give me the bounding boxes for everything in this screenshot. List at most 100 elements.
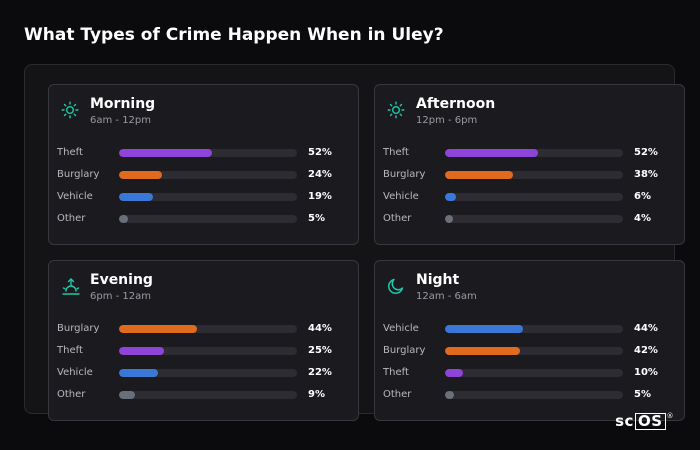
brand-logo: sc OS ® bbox=[615, 412, 674, 430]
bar-list: Theft 52% Burglary 24% Vehicle 19% Other 5% bbox=[57, 143, 347, 231]
value-label: 9% bbox=[308, 389, 325, 400]
bar-row: Vehicle 22% bbox=[57, 363, 347, 385]
page-title: What Types of Crime Happen When in Uley? bbox=[24, 25, 444, 45]
bar-row: Burglary 42% bbox=[383, 341, 673, 363]
bar-list: Vehicle 44% Burglary 42% Theft 10% Other 5% bbox=[383, 319, 673, 407]
bar-list: Burglary 44% Theft 25% Vehicle 22% Other 9% bbox=[57, 319, 347, 407]
bar-row: Vehicle 19% bbox=[57, 187, 347, 209]
bar bbox=[119, 149, 212, 157]
value-label: 52% bbox=[308, 147, 332, 158]
category-label: Theft bbox=[57, 345, 83, 356]
bar-row: Burglary 44% bbox=[57, 319, 347, 341]
bar-track bbox=[445, 369, 623, 377]
bar-row: Vehicle 44% bbox=[383, 319, 673, 341]
category-label: Theft bbox=[57, 147, 83, 158]
category-label: Burglary bbox=[57, 323, 100, 334]
bar-row: Other 5% bbox=[57, 209, 347, 231]
bar-row: Other 4% bbox=[383, 209, 673, 231]
bar-track bbox=[119, 149, 297, 157]
bar bbox=[445, 193, 456, 201]
bar bbox=[119, 347, 164, 355]
bar bbox=[119, 325, 198, 333]
card-night: Night 12am - 6am Vehicle 44% Burglary 42% Th… bbox=[374, 260, 685, 421]
bar bbox=[119, 215, 128, 223]
bar-track bbox=[119, 215, 297, 223]
bar-track bbox=[119, 391, 297, 399]
card-subtitle: 6am - 12pm bbox=[90, 115, 152, 126]
category-label: Burglary bbox=[383, 169, 426, 180]
bar-row: Theft 10% bbox=[383, 363, 673, 385]
moon-icon bbox=[387, 277, 405, 295]
sunset-icon bbox=[61, 277, 80, 295]
bar bbox=[445, 391, 454, 399]
bar-track bbox=[445, 325, 623, 333]
category-label: Vehicle bbox=[383, 323, 419, 334]
category-label: Theft bbox=[383, 147, 409, 158]
bar-track bbox=[119, 171, 297, 179]
card-morning: Morning 6am - 12pm Theft 52% Burglary 24% Ve… bbox=[48, 84, 359, 245]
logo-registered-mark: ® bbox=[666, 412, 674, 420]
bar-track bbox=[119, 193, 297, 201]
bar bbox=[445, 171, 513, 179]
category-label: Vehicle bbox=[57, 367, 93, 378]
bar-list: Theft 52% Burglary 38% Vehicle 6% Other 4% bbox=[383, 143, 673, 231]
logo-boxed: OS bbox=[634, 412, 666, 430]
bar-track bbox=[445, 391, 623, 399]
bar-track bbox=[119, 325, 297, 333]
card-evening: Evening 6pm - 12am Burglary 44% Theft 25% Ve… bbox=[48, 260, 359, 421]
value-label: 38% bbox=[634, 169, 658, 180]
category-label: Burglary bbox=[383, 345, 426, 356]
card-title: Evening bbox=[90, 272, 153, 288]
card-subtitle: 12pm - 6pm bbox=[416, 115, 478, 126]
card-afternoon: Afternoon 12pm - 6pm Theft 52% Burglary 38%… bbox=[374, 84, 685, 245]
category-label: Vehicle bbox=[383, 191, 419, 202]
bar-track bbox=[445, 171, 623, 179]
category-label: Theft bbox=[383, 367, 409, 378]
value-label: 52% bbox=[634, 147, 658, 158]
value-label: 44% bbox=[634, 323, 658, 334]
card-title: Night bbox=[416, 272, 460, 288]
bar bbox=[445, 347, 520, 355]
bar-row: Theft 25% bbox=[57, 341, 347, 363]
bar-row: Burglary 24% bbox=[57, 165, 347, 187]
bar-track bbox=[445, 215, 623, 223]
category-label: Other bbox=[383, 213, 412, 224]
bar-row: Other 5% bbox=[383, 385, 673, 407]
category-label: Vehicle bbox=[57, 191, 93, 202]
value-label: 44% bbox=[308, 323, 332, 334]
card-subtitle: 12am - 6am bbox=[416, 291, 477, 302]
value-label: 19% bbox=[308, 191, 332, 202]
category-label: Other bbox=[383, 389, 412, 400]
card-title: Morning bbox=[90, 96, 156, 112]
bar-row: Theft 52% bbox=[57, 143, 347, 165]
value-label: 42% bbox=[634, 345, 658, 356]
value-label: 5% bbox=[308, 213, 325, 224]
sun-icon bbox=[61, 101, 79, 119]
bar-track bbox=[445, 149, 623, 157]
logo-prefix: sc bbox=[615, 412, 634, 430]
bar bbox=[445, 325, 524, 333]
value-label: 25% bbox=[308, 345, 332, 356]
sun-icon bbox=[387, 101, 405, 119]
bar bbox=[119, 193, 153, 201]
card-title: Afternoon bbox=[416, 96, 496, 112]
bar-row: Vehicle 6% bbox=[383, 187, 673, 209]
bar bbox=[119, 171, 162, 179]
value-label: 10% bbox=[634, 367, 658, 378]
category-label: Burglary bbox=[57, 169, 100, 180]
bar bbox=[445, 149, 538, 157]
bar-row: Other 9% bbox=[57, 385, 347, 407]
bar-track bbox=[445, 193, 623, 201]
category-label: Other bbox=[57, 213, 86, 224]
value-label: 4% bbox=[634, 213, 651, 224]
category-label: Other bbox=[57, 389, 86, 400]
bar bbox=[445, 215, 453, 223]
bar bbox=[445, 369, 463, 377]
bar bbox=[119, 391, 136, 399]
bar-track bbox=[445, 347, 623, 355]
card-subtitle: 6pm - 12am bbox=[90, 291, 152, 302]
bar-row: Burglary 38% bbox=[383, 165, 673, 187]
value-label: 5% bbox=[634, 389, 651, 400]
bar bbox=[119, 369, 159, 377]
bar-track bbox=[119, 347, 297, 355]
